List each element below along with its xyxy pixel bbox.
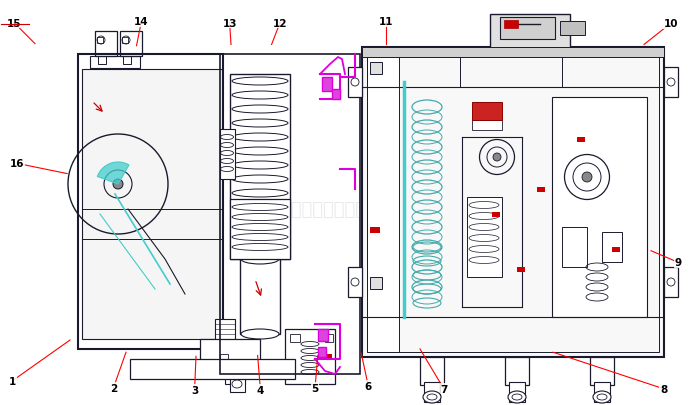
Bar	[240, 259, 280, 334]
Bar	[318, 329, 328, 341]
Bar	[370, 277, 382, 289]
Text: 1: 1	[9, 376, 16, 386]
Bar	[122, 38, 128, 44]
Ellipse shape	[423, 391, 441, 403]
Text: 12: 12	[273, 19, 287, 28]
Ellipse shape	[582, 173, 592, 183]
Bar	[318, 347, 326, 357]
Text: 9: 9	[674, 258, 681, 267]
Bar	[367, 53, 659, 352]
Text: 14: 14	[134, 17, 148, 27]
Bar	[78, 55, 223, 349]
Ellipse shape	[241, 254, 279, 264]
Bar	[200, 339, 260, 369]
Bar	[322, 78, 332, 92]
Bar	[467, 198, 502, 277]
Bar	[420, 357, 444, 385]
Ellipse shape	[241, 329, 279, 339]
Bar	[594, 382, 610, 402]
Bar	[490, 15, 570, 53]
Bar	[348, 68, 362, 98]
Bar	[220, 55, 360, 374]
Bar	[370, 63, 382, 75]
Bar	[509, 382, 525, 402]
Bar	[230, 75, 290, 259]
Text: 16: 16	[10, 159, 25, 169]
Bar	[500, 18, 555, 40]
Bar	[505, 357, 529, 385]
Bar	[220, 130, 235, 179]
Text: 15: 15	[7, 19, 21, 28]
Text: 3: 3	[191, 385, 198, 394]
Ellipse shape	[493, 153, 501, 162]
Bar	[370, 228, 380, 233]
Bar	[325, 334, 333, 342]
Bar	[552, 98, 647, 317]
Bar	[537, 188, 545, 192]
Bar	[504, 21, 518, 29]
Bar	[602, 232, 622, 262]
Text: 5: 5	[312, 383, 318, 393]
Bar	[492, 213, 500, 217]
Bar	[123, 57, 131, 65]
Ellipse shape	[593, 391, 611, 403]
Wedge shape	[97, 162, 129, 185]
Bar	[517, 267, 525, 272]
Bar	[220, 354, 228, 362]
Bar	[612, 247, 620, 252]
Bar	[560, 22, 585, 36]
Text: 7: 7	[440, 384, 447, 394]
Bar	[562, 228, 587, 267]
Bar	[664, 267, 678, 297]
Bar	[367, 53, 399, 352]
Text: 6: 6	[365, 381, 372, 390]
Bar	[90, 57, 140, 69]
Text: 乐清市西兰电气股份有限公司: 乐清市西兰电气股份有限公司	[280, 200, 420, 218]
Bar	[97, 38, 103, 44]
Text: 2: 2	[110, 383, 117, 393]
Bar	[215, 319, 235, 359]
Bar	[424, 382, 440, 402]
Text: 11: 11	[379, 17, 393, 27]
Bar	[472, 103, 502, 121]
Ellipse shape	[508, 391, 526, 403]
Bar	[82, 70, 222, 339]
Bar	[230, 377, 245, 392]
Bar	[130, 359, 295, 379]
Bar	[290, 334, 300, 342]
Bar	[332, 90, 340, 100]
Bar	[225, 364, 245, 384]
Bar	[472, 121, 502, 131]
Bar	[348, 267, 362, 297]
Text: 10: 10	[664, 19, 678, 29]
Text: 8: 8	[660, 384, 667, 394]
Ellipse shape	[113, 179, 123, 190]
Bar	[590, 357, 614, 385]
Bar	[362, 48, 664, 58]
Text: 13: 13	[223, 19, 237, 28]
Bar	[98, 57, 106, 65]
Bar	[362, 48, 664, 357]
Bar	[230, 200, 290, 259]
Bar	[326, 354, 332, 358]
Bar	[120, 32, 142, 57]
Bar	[577, 138, 585, 143]
Bar	[664, 68, 678, 98]
Bar	[95, 32, 117, 57]
Text: 4: 4	[257, 385, 264, 394]
Bar	[285, 329, 335, 384]
